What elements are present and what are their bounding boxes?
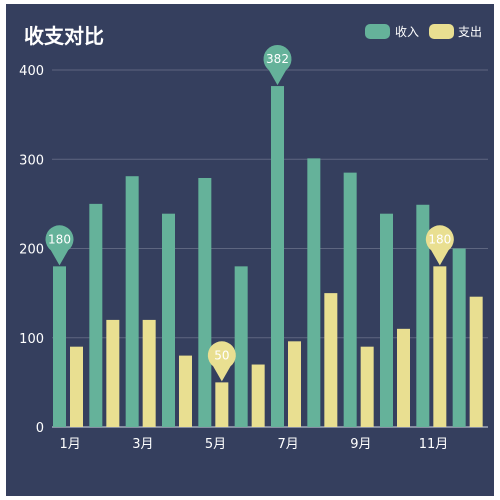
bar-expense-12[interactable] [469,296,483,427]
legend-swatch-expense[interactable] [429,24,454,39]
x-tick-label-9: 9月 [350,437,371,452]
marker-pin-shape [207,341,236,382]
marker-pin-label: 180 [48,232,71,246]
x-tick-label-11: 11月 [419,437,449,452]
legend-swatch-income[interactable] [365,24,390,39]
marker-pin-shape [45,225,74,266]
y-tick-label-300: 300 [19,153,44,168]
bar-income-7[interactable] [271,86,284,427]
bar-income-4[interactable] [162,213,175,427]
bar-income-2[interactable] [89,203,103,427]
bar-expense-8[interactable] [324,293,338,427]
bar-expense-11[interactable] [433,266,447,427]
bar-income-10[interactable] [380,213,393,427]
bar-expense-3[interactable] [142,319,156,427]
marker-pin-label: 382 [266,52,289,66]
bar-expense-1[interactable] [70,346,83,427]
bar-expense-9[interactable] [360,346,374,427]
bar-income-3[interactable] [125,176,139,427]
bar-expense-6[interactable] [251,364,265,427]
bar-income-11[interactable] [416,204,430,427]
marker-pin-label: 50 [214,348,229,362]
bar-expense-4[interactable] [179,355,192,427]
bar-income-12[interactable] [452,248,466,428]
legend-label-expense[interactable]: 支出 [458,25,482,39]
marker-pin-shape [263,45,292,86]
bar-expense-2[interactable] [106,319,120,427]
bar-expense-5[interactable] [215,382,229,427]
marker-pin-income-7[interactable]: 382 [263,45,292,86]
x-tick-label-5: 5月 [205,437,226,452]
bar-expense-7[interactable] [288,341,301,427]
chart-background [6,4,494,496]
marker-pin-shape [425,225,454,266]
chart-title: 收支对比 [24,24,104,48]
bar-income-5[interactable] [198,177,212,427]
x-tick-label-7: 7月 [278,437,299,452]
bar-income-1[interactable] [53,266,66,427]
bar-income-6[interactable] [234,266,248,427]
marker-pin-income-1[interactable]: 180 [45,225,74,266]
y-tick-label-200: 200 [19,243,44,258]
x-tick-label-3: 3月 [132,437,153,452]
y-tick-label-100: 100 [19,332,44,347]
marker-pin-expense-11[interactable]: 180 [425,225,454,266]
y-tick-label-400: 400 [19,64,44,79]
x-tick-label-1: 1月 [60,437,81,452]
marker-pin-label: 180 [428,232,451,246]
bar-expense-10[interactable] [397,328,410,427]
bar-income-9[interactable] [343,172,357,427]
marker-pin-expense-5[interactable]: 50 [207,341,236,382]
y-tick-label-0: 0 [36,421,44,436]
bar-income-8[interactable] [307,158,321,428]
legend-label-income[interactable]: 收入 [395,25,419,39]
